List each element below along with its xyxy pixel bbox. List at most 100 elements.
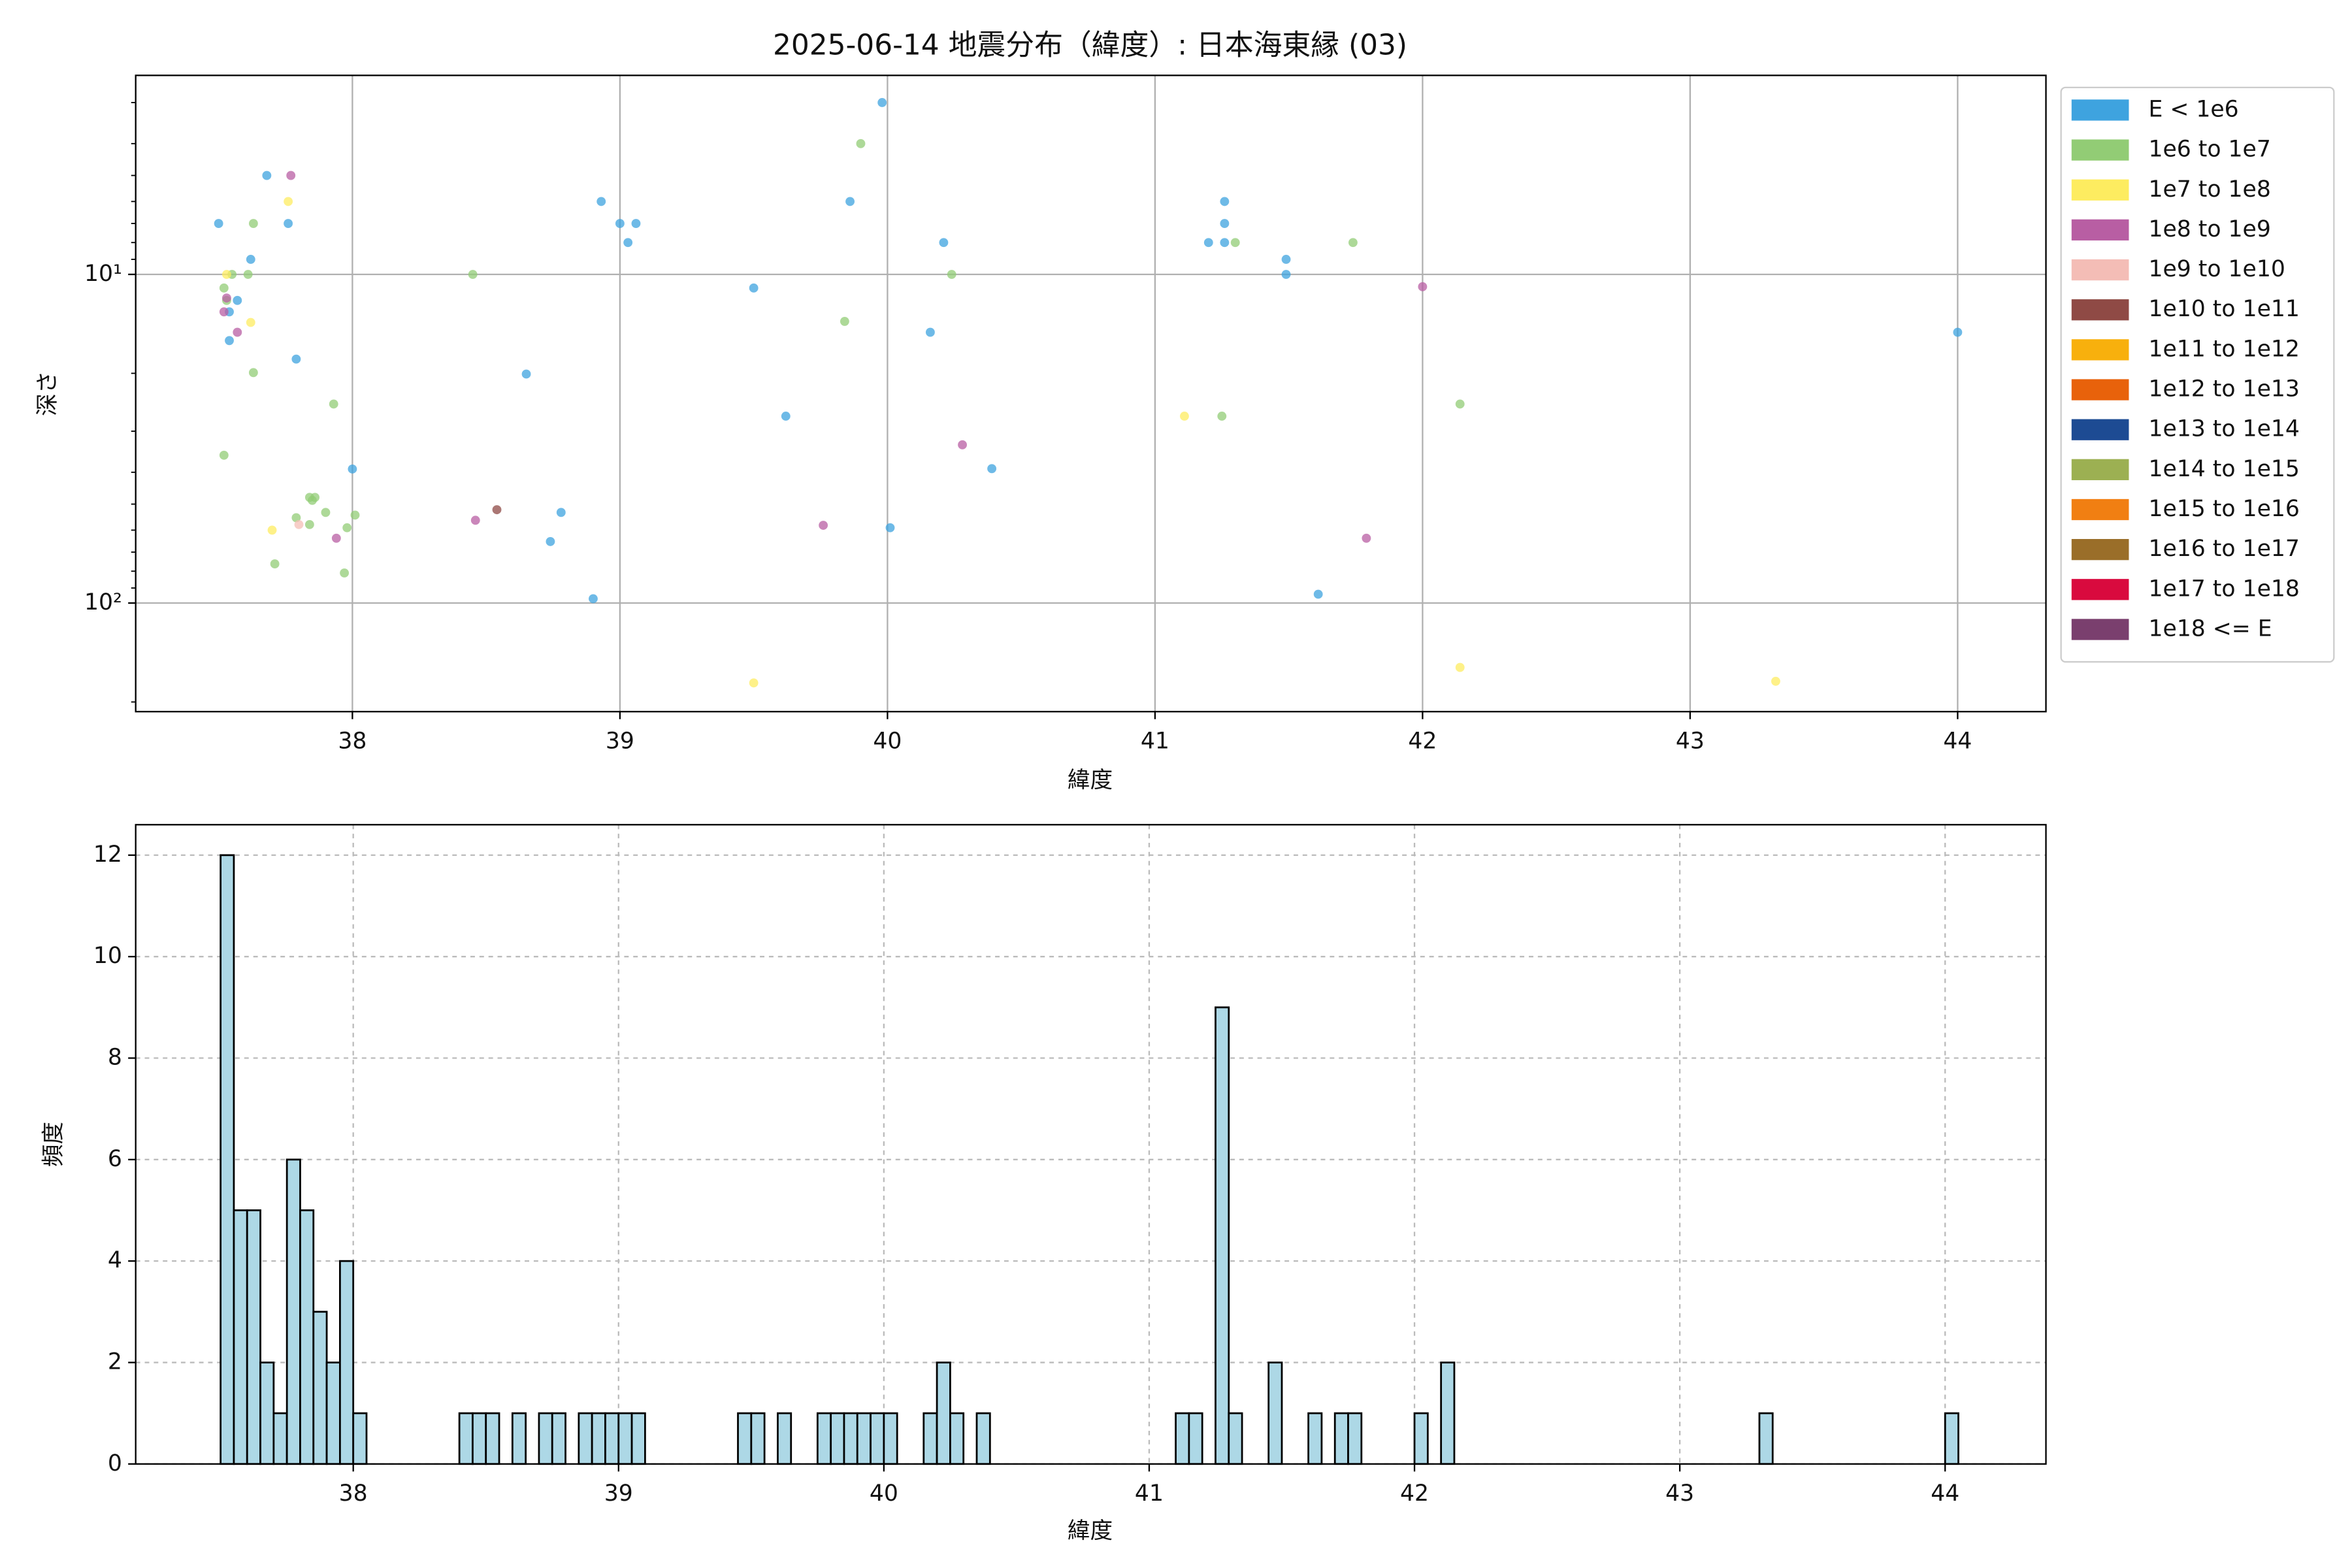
scatter-point <box>1281 270 1291 279</box>
scatter-point <box>291 354 301 364</box>
histogram-bar <box>1215 1006 1230 1465</box>
legend-swatch <box>2071 419 2129 440</box>
scatter-point <box>225 336 234 346</box>
scatter-point <box>291 513 301 523</box>
histogram-bar <box>856 1412 872 1465</box>
legend-label: 1e8 to 1e9 <box>2148 216 2270 242</box>
scatter-point <box>294 519 304 529</box>
scatter-point <box>1220 197 1230 206</box>
histogram-bar <box>816 1412 832 1465</box>
scatter-point <box>1455 399 1465 409</box>
scatter-point <box>749 678 759 688</box>
scatter-point <box>856 139 866 148</box>
scatter-point <box>286 171 296 180</box>
scatter-point <box>1203 238 1213 248</box>
scatter-point <box>589 594 598 604</box>
histogram-bar <box>843 1412 858 1465</box>
legend-swatch <box>2071 539 2129 561</box>
scatter-point <box>623 238 633 248</box>
histogram-bar <box>246 1209 261 1465</box>
legend-label: 1e15 to 1e16 <box>2148 496 2299 522</box>
legend-swatch <box>2071 379 2129 400</box>
scatter-point <box>939 238 949 248</box>
scatter-point <box>222 270 231 279</box>
scatter-point <box>925 327 935 337</box>
x-tick-label: 38 <box>338 728 367 754</box>
histogram-bar <box>604 1412 620 1465</box>
histogram-bar <box>777 1412 792 1465</box>
legend-swatch <box>2071 498 2129 521</box>
scatter-point <box>329 399 338 409</box>
histogram-bar <box>325 1362 341 1465</box>
x-tick-label: 42 <box>1400 1480 1429 1507</box>
y-axis-label: 頻度 <box>41 1122 67 1167</box>
scatter-point <box>1455 662 1465 672</box>
scatter-point <box>1418 282 1428 291</box>
histogram-bar <box>830 1412 845 1465</box>
scatter-point <box>781 412 791 421</box>
scatter-point <box>222 293 231 303</box>
histogram-bar <box>949 1412 965 1465</box>
legend-label: 1e6 to 1e7 <box>2148 137 2270 163</box>
scatter-point <box>304 519 314 529</box>
legend-swatch <box>2071 99 2129 121</box>
legend-label: 1e17 to 1e18 <box>2148 576 2299 602</box>
scatter-point <box>1220 238 1230 248</box>
y-tick-label: 6 <box>108 1146 122 1172</box>
histogram-bar <box>630 1412 646 1465</box>
scatter-point <box>615 219 625 228</box>
x-axis-label: 緯度 <box>1068 767 1113 793</box>
legend-label: 1e18 <= E <box>2148 615 2272 642</box>
histogram-bar <box>472 1412 487 1465</box>
scatter-point <box>219 307 229 317</box>
histogram-bar <box>551 1412 566 1465</box>
legend-label: 1e12 to 1e13 <box>2148 376 2299 402</box>
scatter-point <box>233 295 242 305</box>
scatter-point <box>219 450 229 460</box>
legend-box <box>2060 86 2335 663</box>
histogram-bar <box>272 1412 288 1465</box>
legend-swatch <box>2071 179 2129 201</box>
scatter-point <box>1362 533 1371 543</box>
scatter-point <box>947 270 956 279</box>
legend-swatch <box>2071 459 2129 480</box>
scatter-point <box>877 98 887 107</box>
scatter-point <box>845 197 855 206</box>
x-axis-label: 緯度 <box>1068 1518 1113 1544</box>
scatter-point <box>1220 219 1230 228</box>
y-tick-label: 10¹ <box>84 261 122 287</box>
scatter-point <box>246 255 255 264</box>
histogram-bar <box>352 1412 368 1465</box>
x-tick-label: 40 <box>870 1480 898 1507</box>
histogram-bar <box>1413 1412 1429 1465</box>
scatter-point <box>246 318 255 327</box>
histogram-bar <box>220 854 235 1465</box>
scatter-point <box>243 270 253 279</box>
histogram-bar <box>458 1412 474 1465</box>
x-tick-label: 43 <box>1665 1480 1694 1507</box>
histogram-bar <box>538 1412 553 1465</box>
legend-label: 1e14 to 1e15 <box>2148 456 2299 482</box>
histogram-bar <box>286 1158 301 1465</box>
legend-label: 1e11 to 1e12 <box>2148 336 2299 362</box>
histogram-bar <box>737 1412 753 1465</box>
scatter-point <box>470 515 480 525</box>
histogram-bar <box>883 1412 898 1465</box>
scatter-point <box>284 197 293 206</box>
scatter-point <box>1281 255 1291 264</box>
scatter-point <box>556 508 566 517</box>
y-tick-label: 0 <box>108 1450 122 1477</box>
scatter-point <box>284 219 293 228</box>
scatter-point <box>267 525 277 535</box>
legend-label: 1e7 to 1e8 <box>2148 176 2270 203</box>
scatter-point <box>819 521 828 530</box>
plot-frame <box>135 74 2047 713</box>
scatter-point <box>840 317 849 326</box>
histogram-bar <box>617 1412 633 1465</box>
scatter-point <box>248 219 258 228</box>
scatter-point <box>350 510 360 520</box>
scatter-point <box>1217 412 1227 421</box>
legend-label: 1e16 to 1e17 <box>2148 536 2299 562</box>
